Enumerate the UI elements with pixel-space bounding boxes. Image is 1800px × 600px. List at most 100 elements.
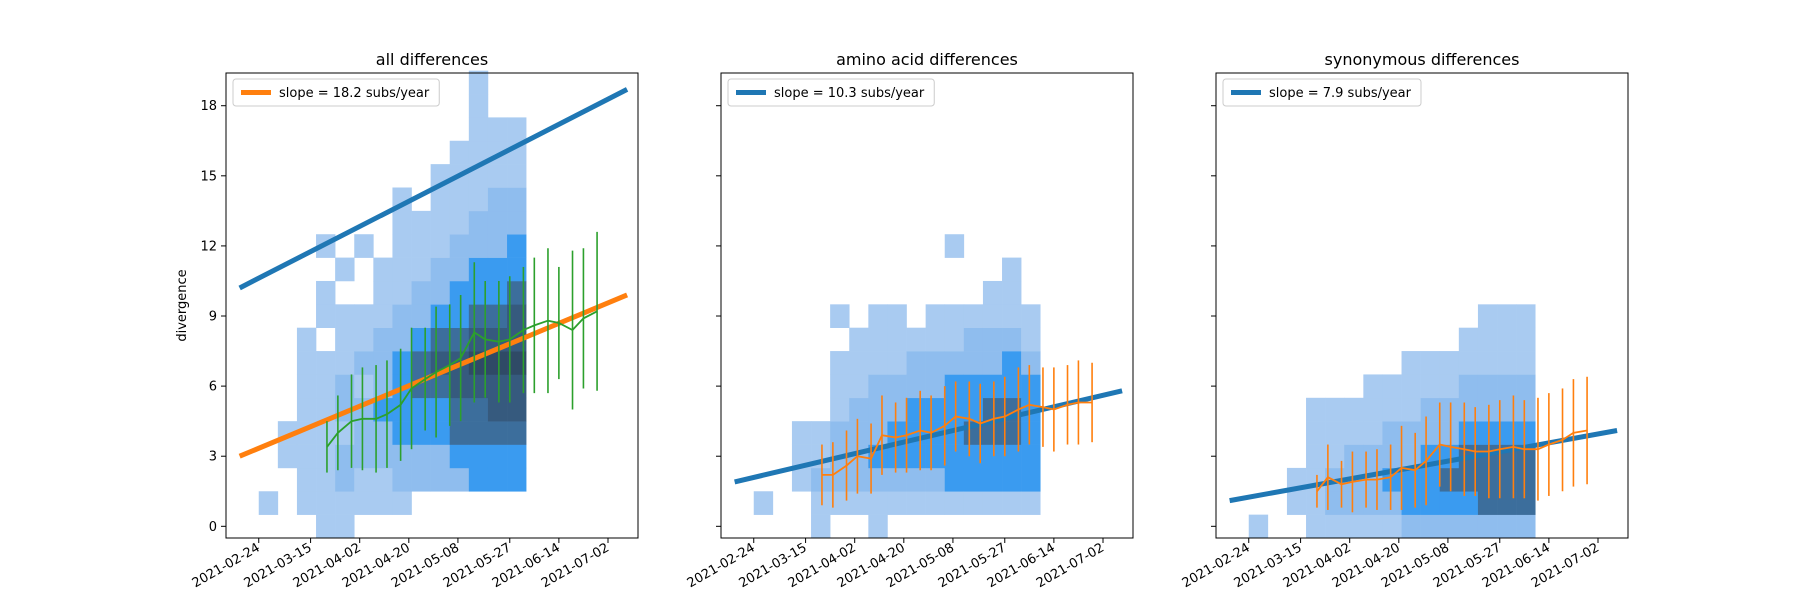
plot-frame [225,72,639,539]
hist-cell [1306,421,1326,445]
hist-cell [1420,351,1441,375]
hist-cell [982,467,1003,492]
hist-cell [1477,327,1498,352]
hist-cell [354,374,374,399]
hist-cell [1021,444,1041,469]
hist-cell [487,187,508,212]
hist-cell [1286,491,1307,515]
hist-cell [1497,467,1517,492]
hist-cell [1401,444,1421,469]
hist-cell [1002,467,1022,492]
hist-cell [1382,374,1402,399]
hist-cell [1497,397,1517,422]
hist-cell [1401,351,1421,375]
hist-cell [354,304,374,328]
hist-cell [316,351,336,375]
hist-cell [925,374,946,399]
fit-line [238,292,629,459]
hist-cell [1363,374,1383,399]
hist-cell [354,421,374,445]
hist-cell [811,421,831,445]
hist-cell [1002,374,1022,399]
hist-cell [849,351,869,375]
hist-cell [1382,421,1402,445]
y-tick-label: 9 [209,310,217,325]
hist-cell [1458,514,1479,539]
y-axis-label: divergence [175,269,190,341]
hist-cell [411,467,431,492]
hist-cell [1306,514,1326,539]
legend-label: slope = 7.9 subs/year [1269,86,1412,101]
hist-cell [449,467,470,492]
hist-cell [392,234,412,258]
hist-cell [430,467,451,492]
hist-cell [906,327,926,352]
hist-cell [1439,397,1460,422]
hist-cell [392,210,412,235]
fit-line [734,388,1123,485]
hist-cell [449,280,470,305]
histogram-cells [753,234,1041,539]
hist-cell [1420,514,1441,539]
hist-cell [354,467,374,492]
hist-cell [296,397,317,422]
hist-cell [925,397,946,422]
hist-cell [1516,327,1536,352]
hist-cell [1439,351,1460,375]
hist-cell [791,444,812,469]
hist-cell [1420,397,1441,422]
hist-cell [373,491,393,515]
hist-cell [335,514,355,539]
panel-amino-acid-differences: 2021-02-242021-03-152021-04-022021-04-20… [685,50,1134,591]
legend-box [727,78,935,107]
hist-cell [1439,374,1460,399]
hist-cell [1021,304,1041,328]
hist-cell [316,304,336,328]
hist-cell [430,421,451,445]
hist-cell [963,351,984,375]
panel-title: synonymous differences [1325,50,1520,69]
hist-cell [906,491,926,515]
hist-cell [449,304,470,328]
hist-cell [449,257,470,282]
hist-cell [1021,351,1041,375]
hist-cell [1458,351,1479,375]
hist-cell [1497,491,1517,515]
hist-cell [1477,374,1498,399]
mean-line [1316,429,1588,492]
hist-cell [1325,421,1345,445]
hist-cell [316,467,336,492]
hist-cell [277,444,298,469]
x-axis-ticks: 2021-02-242021-03-152021-04-022021-04-20… [685,538,1107,591]
hist-cell [1363,491,1383,515]
hist-cell [906,397,926,422]
legend: slope = 7.9 subs/year [1222,78,1422,107]
hist-cell [296,491,317,515]
hist-cell [487,351,508,375]
hist-cell [507,351,527,375]
x-axis-ticks: 2021-02-242021-03-152021-04-022021-04-20… [190,538,612,591]
hist-cell [335,257,355,282]
hist-cell [925,304,946,328]
hist-cell [335,421,355,445]
hist-cell [411,327,431,352]
hist-cell [354,234,374,258]
hist-cell [1477,514,1498,539]
hist-cell [906,374,926,399]
hist-cell [1439,491,1460,515]
panel-all-differences: 2021-02-242021-03-152021-04-022021-04-20… [175,50,639,591]
hist-cell [1516,491,1536,515]
hist-cell [849,397,869,422]
hist-cell [411,210,431,235]
hist-cell [1325,444,1345,469]
hist-cell [468,94,489,118]
hist-cell [468,467,489,492]
hist-cell [811,491,831,515]
hist-cell [1002,280,1022,305]
hist-cell [468,210,489,235]
hist-cell [887,491,907,515]
hist-cell [507,397,527,422]
hist-cell [354,444,374,469]
hist-cell [906,444,926,469]
hist-cell [507,304,527,328]
